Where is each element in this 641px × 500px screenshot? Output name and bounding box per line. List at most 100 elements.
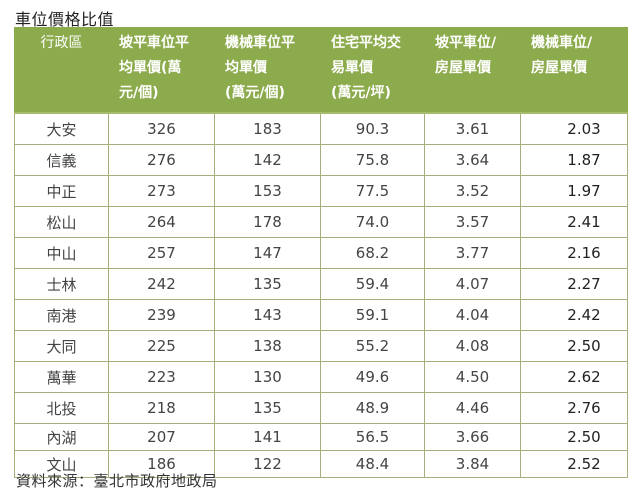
- value-cell-mech-parking-avg-price: 130: [214, 361, 321, 393]
- column-header-flat-parking-avg-price: 坡平車位平 均單價(萬 元/個): [108, 27, 215, 113]
- table-row: 南港 239 143 59.1 4.04 2.42: [14, 299, 628, 331]
- value-cell-mech-parking-ratio: 2.76: [520, 392, 628, 424]
- value-cell-flat-parking-avg-price: 257: [108, 237, 215, 269]
- value-cell-housing-avg-price: 75.8: [320, 144, 425, 176]
- value-cell-flat-parking-ratio: 4.50: [424, 361, 521, 393]
- value-cell-mech-parking-avg-price: 153: [214, 175, 321, 207]
- value-cell-flat-parking-avg-price: 326: [108, 112, 215, 145]
- value-cell-flat-parking-avg-price: 276: [108, 144, 215, 176]
- value-cell-flat-parking-avg-price: 207: [108, 423, 215, 451]
- value-cell-mech-parking-avg-price: 147: [214, 237, 321, 269]
- header-line: 元/個): [119, 85, 159, 101]
- value-cell-flat-parking-avg-price: 218: [108, 392, 215, 424]
- table-row: 大安 326 183 90.3 3.61 2.03: [14, 112, 628, 145]
- value-cell-flat-parking-avg-price: 239: [108, 299, 215, 331]
- header-line: 機械車位/: [531, 35, 593, 51]
- value-cell-housing-avg-price: 48.4: [320, 450, 425, 478]
- value-cell-flat-parking-ratio: 4.04: [424, 299, 521, 331]
- value-cell-flat-parking-ratio: 3.84: [424, 450, 521, 478]
- value-cell-mech-parking-ratio: 2.50: [520, 330, 628, 362]
- value-cell-housing-avg-price: 59.1: [320, 299, 425, 331]
- value-cell-flat-parking-avg-price: 223: [108, 361, 215, 393]
- district-cell: 松山: [14, 206, 109, 238]
- value-cell-mech-parking-avg-price: 138: [214, 330, 321, 362]
- header-line: (萬元/個): [225, 85, 285, 101]
- district-cell: 中正: [14, 175, 109, 207]
- table-title: 車位價格比值: [15, 10, 115, 29]
- table-row: 文山 186 122 48.4 3.84 2.52: [14, 450, 628, 478]
- value-cell-flat-parking-ratio: 4.07: [424, 268, 521, 300]
- table-row: 萬華 223 130 49.6 4.50 2.62: [14, 361, 628, 393]
- value-cell-flat-parking-ratio: 3.61: [424, 112, 521, 145]
- value-cell-housing-avg-price: 59.4: [320, 268, 425, 300]
- value-cell-flat-parking-ratio: 3.57: [424, 206, 521, 238]
- value-cell-housing-avg-price: 74.0: [320, 206, 425, 238]
- header-line: 房屋單價: [435, 60, 491, 76]
- table-row: 大同 225 138 55.2 4.08 2.50: [14, 330, 628, 362]
- value-cell-flat-parking-ratio: 3.64: [424, 144, 521, 176]
- value-cell-mech-parking-avg-price: 135: [214, 268, 321, 300]
- value-cell-mech-parking-ratio: 1.87: [520, 144, 628, 176]
- header-line: 房屋單價: [531, 60, 587, 76]
- table-row: 中正 273 153 77.5 3.52 1.97: [14, 175, 628, 207]
- value-cell-housing-avg-price: 49.6: [320, 361, 425, 393]
- column-header-housing-avg-price: 住宅平均交 易單價 (萬元/坪): [320, 27, 425, 113]
- district-cell: 信義: [14, 144, 109, 176]
- column-header-mech-parking-avg-price: 機械車位平 均單價 (萬元/個): [214, 27, 321, 113]
- district-cell: 文山: [14, 450, 109, 478]
- value-cell-housing-avg-price: 68.2: [320, 237, 425, 269]
- district-cell: 萬華: [14, 361, 109, 393]
- header-line: 機械車位平: [225, 35, 295, 51]
- value-cell-flat-parking-avg-price: 273: [108, 175, 215, 207]
- value-cell-flat-parking-avg-price: 242: [108, 268, 215, 300]
- value-cell-housing-avg-price: 55.2: [320, 330, 425, 362]
- value-cell-housing-avg-price: 77.5: [320, 175, 425, 207]
- district-cell: 大同: [14, 330, 109, 362]
- table-row: 松山 264 178 74.0 3.57 2.41: [14, 206, 628, 238]
- value-cell-mech-parking-ratio: 2.27: [520, 268, 628, 300]
- header-row: 行政區 坡平車位平 均單價(萬 元/個) 機械車位平 均單價 (萬元/個) 住宅平均交 易單價(…: [14, 27, 628, 113]
- table-body: 大安 326 183 90.3 3.61 2.03 信義 276 142 75.8 3.64 1.87…: [14, 112, 628, 478]
- parking-price-ratio-table: 行政區 坡平車位平 均單價(萬 元/個) 機械車位平 均單價 (萬元/個) 住宅平均交 易單價(…: [14, 27, 628, 478]
- table-row: 中山 257 147 68.2 3.77 2.16: [14, 237, 628, 269]
- table-row: 信義 276 142 75.8 3.64 1.87: [14, 144, 628, 176]
- value-cell-mech-parking-avg-price: 178: [214, 206, 321, 238]
- value-cell-flat-parking-avg-price: 186: [108, 450, 215, 478]
- district-cell: 士林: [14, 268, 109, 300]
- value-cell-flat-parking-ratio: 4.46: [424, 392, 521, 424]
- source-note: 資料來源：臺北市政府地政局: [16, 472, 218, 490]
- value-cell-mech-parking-ratio: 2.41: [520, 206, 628, 238]
- table-row: 內湖 207 141 56.5 3.66 2.50: [14, 423, 628, 451]
- column-header-district: 行政區: [14, 27, 109, 113]
- value-cell-mech-parking-ratio: 2.16: [520, 237, 628, 269]
- column-header-mech-parking-ratio: 機械車位/房屋單價: [520, 27, 628, 113]
- value-cell-mech-parking-avg-price: 122: [214, 450, 321, 478]
- value-cell-housing-avg-price: 90.3: [320, 112, 425, 145]
- header-line: 坡平車位/: [435, 35, 497, 51]
- value-cell-mech-parking-ratio: 2.52: [520, 450, 628, 478]
- value-cell-flat-parking-avg-price: 225: [108, 330, 215, 362]
- value-cell-housing-avg-price: 56.5: [320, 423, 425, 451]
- district-cell: 北投: [14, 392, 109, 424]
- value-cell-flat-parking-ratio: 4.08: [424, 330, 521, 362]
- value-cell-mech-parking-avg-price: 135: [214, 392, 321, 424]
- value-cell-mech-parking-avg-price: 183: [214, 112, 321, 145]
- table-row: 北投 218 135 48.9 4.46 2.76: [14, 392, 628, 424]
- value-cell-mech-parking-ratio: 2.03: [520, 112, 628, 145]
- district-cell: 內湖: [14, 423, 109, 451]
- district-cell: 南港: [14, 299, 109, 331]
- value-cell-mech-parking-ratio: 2.62: [520, 361, 628, 393]
- value-cell-flat-parking-ratio: 3.66: [424, 423, 521, 451]
- value-cell-flat-parking-ratio: 3.52: [424, 175, 521, 207]
- value-cell-mech-parking-ratio: 1.97: [520, 175, 628, 207]
- table-row: 士林 242 135 59.4 4.07 2.27: [14, 268, 628, 300]
- header-line: 行政區: [40, 35, 83, 51]
- column-header-flat-parking-ratio: 坡平車位/房屋單價: [424, 27, 521, 113]
- value-cell-flat-parking-ratio: 3.77: [424, 237, 521, 269]
- header-line: (萬元/坪): [331, 85, 391, 101]
- header-line: 住宅平均交: [331, 35, 401, 51]
- district-cell: 中山: [14, 237, 109, 269]
- header-line: 均單價(萬: [119, 60, 182, 76]
- value-cell-mech-parking-ratio: 2.50: [520, 423, 628, 451]
- value-cell-mech-parking-avg-price: 143: [214, 299, 321, 331]
